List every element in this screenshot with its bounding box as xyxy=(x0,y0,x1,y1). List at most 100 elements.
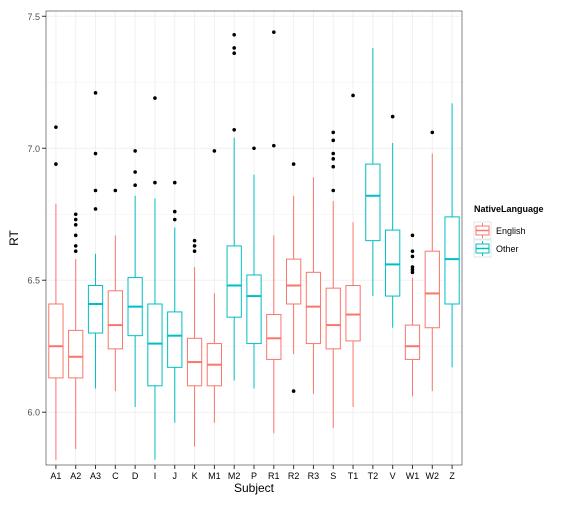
x-tick-label: Z xyxy=(449,471,455,481)
outlier-point xyxy=(331,130,336,135)
box-iqr xyxy=(404,324,421,360)
outlier-point xyxy=(192,249,197,253)
x-tick-label: T2 xyxy=(368,471,379,481)
outlier-point xyxy=(331,151,336,156)
y-tick-label: 6.5 xyxy=(27,276,40,286)
outlier-point xyxy=(272,30,276,34)
x-tick-label: J xyxy=(173,471,178,481)
box-Z xyxy=(444,103,460,368)
outlier-point xyxy=(93,188,98,193)
x-tick-label: R2 xyxy=(288,471,300,481)
box-T1 xyxy=(345,93,361,407)
outlier-point xyxy=(133,149,137,153)
x-tick-label: W2 xyxy=(426,471,440,481)
box-iqr xyxy=(147,303,163,387)
box-D xyxy=(127,149,143,407)
box-iqr xyxy=(48,303,64,379)
x-tick-label: R1 xyxy=(268,471,280,481)
y-tick-label: 7.0 xyxy=(27,144,40,154)
x-tick-label: A3 xyxy=(90,471,101,481)
axes: 6.0 6.5 7.0 7.5 A1 A2 A3 C D I J K M1 M2 P R1 R2 R3 S T1 T2 V… xyxy=(27,10,463,481)
outlier-point xyxy=(232,46,236,50)
x-tick-label: R3 xyxy=(308,471,320,481)
outlier-point xyxy=(232,51,236,56)
box-M2 xyxy=(226,32,242,381)
y-tick-label: 6.0 xyxy=(27,408,40,418)
outlier-point xyxy=(252,146,256,151)
outlier-point xyxy=(54,125,58,129)
x-tick-label: A2 xyxy=(70,471,81,481)
outlier-point xyxy=(113,188,118,193)
outlier-point xyxy=(410,267,415,272)
outlier-point xyxy=(232,127,236,132)
outlier-point xyxy=(54,162,58,166)
outlier-point xyxy=(331,138,336,143)
outlier-point xyxy=(410,254,415,259)
x-tick-label: V xyxy=(390,471,396,481)
outlier-point xyxy=(272,143,276,148)
x-tick-label: I xyxy=(154,471,157,481)
outlier-point xyxy=(331,188,336,193)
outlier-point xyxy=(390,114,395,119)
outlier-point xyxy=(291,162,296,166)
outlier-point xyxy=(73,244,78,248)
outlier-point xyxy=(73,217,78,222)
outlier-point xyxy=(93,91,98,95)
x-tick-label: D xyxy=(132,471,139,481)
x-tick-label: M1 xyxy=(208,471,221,481)
legend: NativeLanguage English Other xyxy=(473,204,544,258)
outlier-point xyxy=(212,149,217,153)
outlier-point xyxy=(430,130,435,135)
box-J xyxy=(167,180,183,423)
box-iqr xyxy=(365,163,381,242)
outlier-point xyxy=(410,265,415,269)
box-V xyxy=(385,114,401,328)
outlier-point xyxy=(73,223,78,227)
outlier-point xyxy=(73,233,78,238)
box-S xyxy=(325,130,341,429)
outlier-point xyxy=(410,270,415,275)
box-C xyxy=(107,188,123,392)
box-A1 xyxy=(48,125,64,460)
box-A3 xyxy=(87,91,104,389)
y-tick-label: 7.5 xyxy=(27,12,40,22)
box-series xyxy=(48,30,460,460)
box-R3 xyxy=(305,177,322,394)
x-tick-label: T1 xyxy=(348,471,359,481)
box-K xyxy=(186,238,203,447)
box-iqr xyxy=(87,285,104,334)
outlier-point xyxy=(172,217,177,222)
outlier-point xyxy=(172,209,177,214)
box-iqr xyxy=(444,216,460,305)
box-W2 xyxy=(424,130,440,392)
box-R2 xyxy=(285,162,302,393)
outlier-point xyxy=(410,249,415,253)
outlier-point xyxy=(73,212,78,217)
box-iqr xyxy=(68,329,84,379)
box-iqr xyxy=(345,285,361,342)
box-P xyxy=(246,146,262,389)
outlier-point xyxy=(192,244,197,248)
outlier-point xyxy=(133,170,137,174)
outlier-point xyxy=(291,389,296,393)
y-axis-title: RT xyxy=(7,229,21,245)
box-iqr xyxy=(107,290,123,350)
x-tick-label: P xyxy=(251,471,257,481)
box-iqr xyxy=(226,245,242,318)
box-W1 xyxy=(404,233,421,397)
legend-title: NativeLanguage xyxy=(474,204,544,214)
outlier-point xyxy=(351,93,355,98)
outlier-point xyxy=(410,233,415,238)
box-R1 xyxy=(266,30,282,434)
x-tick-label: M2 xyxy=(228,471,241,481)
x-tick-label: S xyxy=(330,471,336,481)
outlier-point xyxy=(133,183,137,188)
outlier-point xyxy=(172,180,177,185)
outlier-point xyxy=(232,32,236,37)
legend-key-english xyxy=(473,221,492,240)
legend-key-other xyxy=(473,239,492,258)
x-tick-label: C xyxy=(112,471,119,481)
legend-label: English xyxy=(496,226,526,236)
